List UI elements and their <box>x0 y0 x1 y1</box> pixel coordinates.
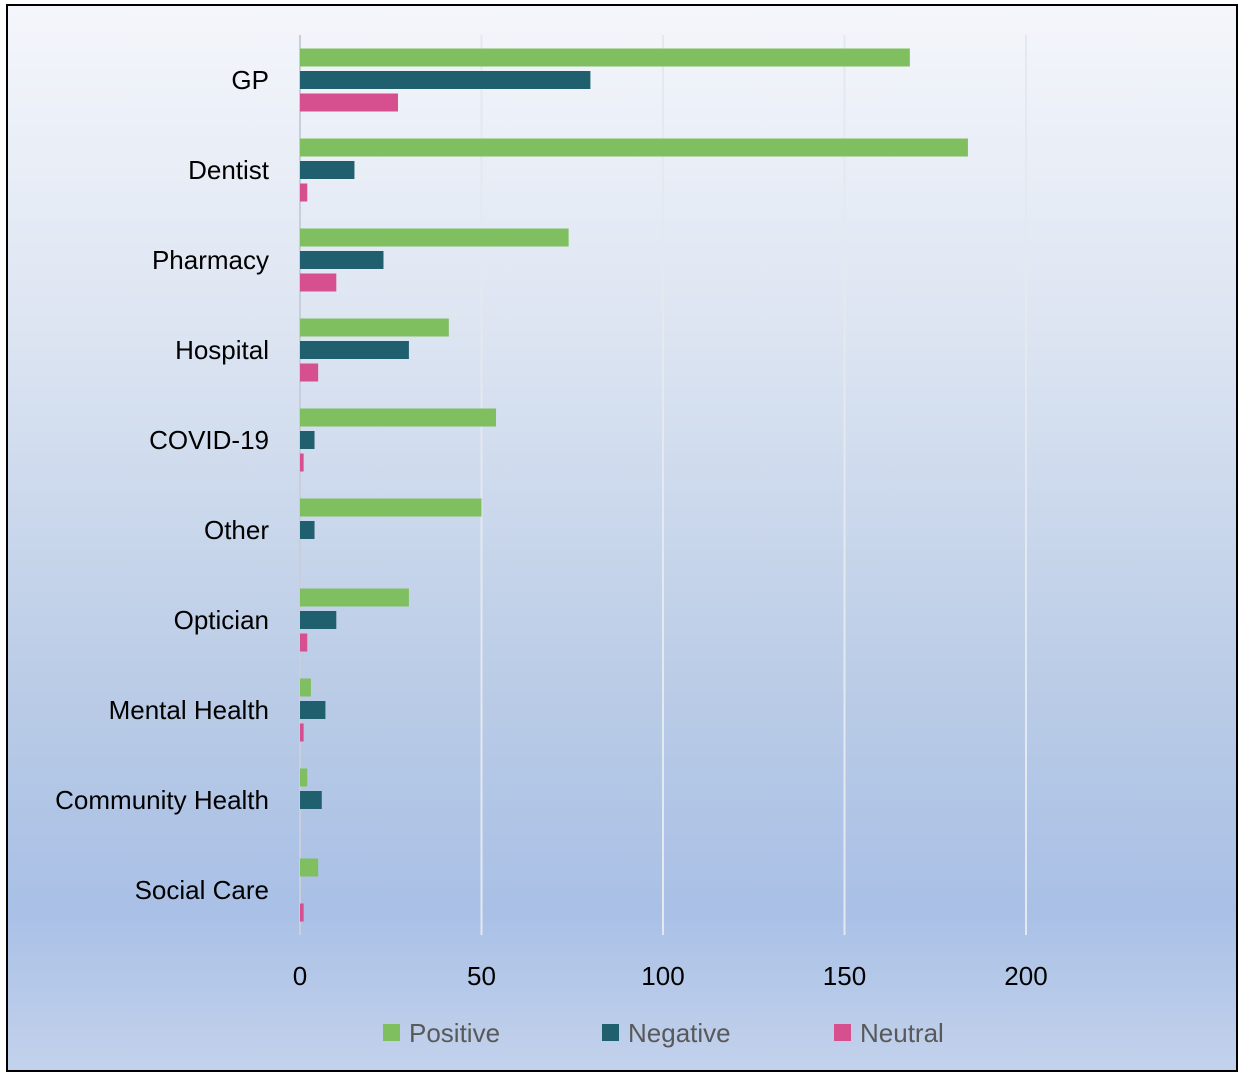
category-label: GP <box>231 65 269 95</box>
bar-negative-dentist <box>300 161 355 179</box>
bar-neutral-social-care <box>300 903 304 922</box>
bar-positive-mental-health <box>300 678 311 697</box>
bar-negative-pharmacy <box>300 251 384 269</box>
bar-negative-mental-health <box>300 701 326 719</box>
bar-positive-social-care <box>300 858 319 877</box>
category-label: Social Care <box>135 875 269 905</box>
category-label: Optician <box>174 605 269 635</box>
bar-positive-pharmacy <box>300 228 569 247</box>
bar-negative-optician <box>300 611 337 629</box>
category-label: Mental Health <box>109 695 269 725</box>
bar-negative-community-health <box>300 791 322 809</box>
bar-negative-other <box>300 521 315 539</box>
bar-positive-hospital <box>300 318 449 337</box>
gridlines <box>299 35 1027 935</box>
x-tick-label: 150 <box>823 961 866 991</box>
bar-neutral-hospital <box>300 363 319 382</box>
bar-neutral-dentist <box>300 183 308 202</box>
bar-positive-dentist <box>300 138 968 157</box>
bar-positive-community-health <box>300 768 308 787</box>
x-tick-label: 50 <box>467 961 496 991</box>
legend-swatch-positive <box>383 1024 400 1041</box>
bars <box>300 48 968 922</box>
bar-neutral-gp <box>300 93 399 112</box>
bar-negative-covid-19 <box>300 431 315 449</box>
legend-label-neutral: Neutral <box>860 1018 944 1048</box>
legend-label-negative: Negative <box>628 1018 731 1048</box>
category-label: Other <box>204 515 269 545</box>
bar-positive-other <box>300 498 482 517</box>
bar-neutral-optician <box>300 633 308 652</box>
category-label: Community Health <box>55 785 269 815</box>
bar-negative-gp <box>300 71 591 89</box>
legend-label-positive: Positive <box>409 1018 500 1048</box>
bar-negative-hospital <box>300 341 409 359</box>
bar-positive-optician <box>300 588 409 607</box>
bar-neutral-mental-health <box>300 723 304 742</box>
category-label: COVID-19 <box>149 425 269 455</box>
x-tick-label: 200 <box>1004 961 1047 991</box>
bar-positive-covid-19 <box>300 408 497 427</box>
legend: Positive Negative Neutral <box>383 1018 944 1048</box>
legend-swatch-negative <box>602 1024 619 1041</box>
chart-frame <box>6 4 1238 1072</box>
bar-neutral-pharmacy <box>300 273 337 292</box>
bar-neutral-covid-19 <box>300 453 304 472</box>
legend-swatch-neutral <box>834 1024 851 1041</box>
category-label: Dentist <box>188 155 270 185</box>
x-tick-labels: 0 50 100 150 200 <box>293 961 1048 991</box>
category-labels: GP Dentist Pharmacy Hospital COVID-19 Other Op… <box>55 65 270 905</box>
category-label: Pharmacy <box>152 245 269 275</box>
category-label: Hospital <box>175 335 269 365</box>
x-tick-label: 0 <box>293 961 307 991</box>
x-tick-label: 100 <box>641 961 684 991</box>
bar-positive-gp <box>300 48 910 67</box>
